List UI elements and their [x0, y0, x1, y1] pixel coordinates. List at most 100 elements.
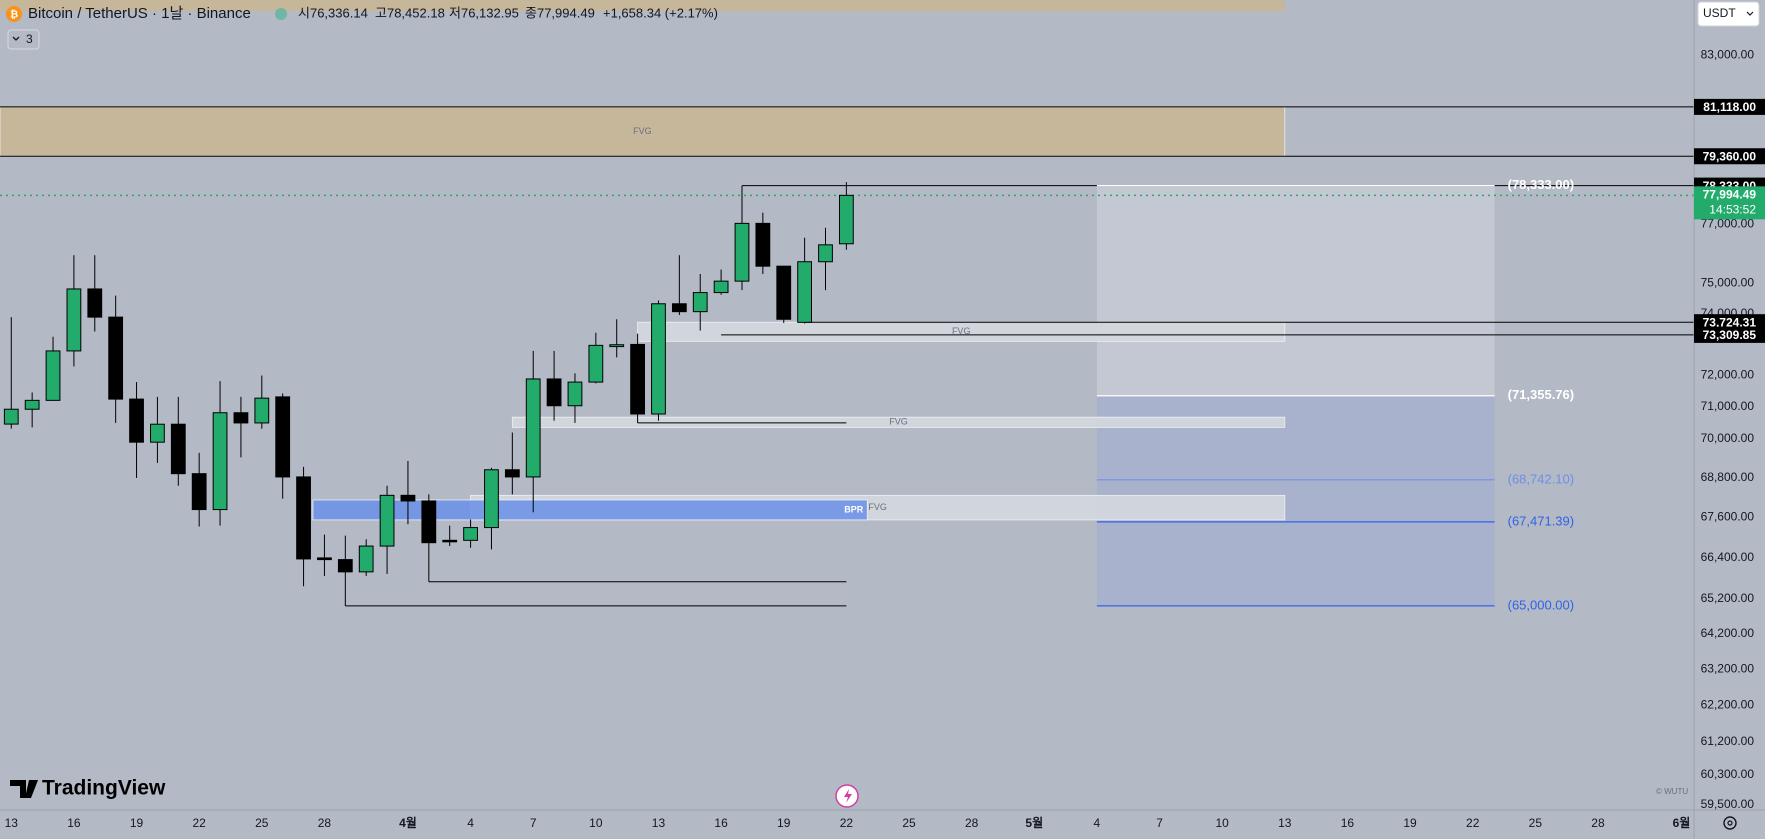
zone-label: FVG: [952, 326, 971, 336]
x-tick-label: 5월: [1025, 815, 1043, 830]
candle-body: [755, 222, 771, 267]
candle-body: [317, 557, 332, 561]
countdown-label: 14:53:52: [1709, 203, 1756, 217]
x-tick-label: 22: [840, 816, 854, 830]
candle-body: [254, 397, 270, 424]
y-tick-label: 77,000.00: [1701, 216, 1755, 230]
candle-body: [87, 288, 103, 318]
x-tick-label: 13: [652, 816, 666, 830]
price-tag: [1694, 326, 1765, 343]
candle-body: [734, 222, 750, 282]
x-tick-label: 25: [255, 816, 269, 830]
y-tick-label: 67,600.00: [1701, 510, 1755, 524]
x-tick-label: 10: [589, 816, 603, 830]
price-tag-label: 73,309.85: [1703, 328, 1757, 342]
indicator-toggle[interactable]: [7, 29, 40, 50]
candle-body: [212, 412, 228, 511]
zone: [0, 106, 1286, 157]
candle-body: [66, 288, 82, 352]
y-tick-label: 70,000.00: [1701, 431, 1755, 445]
x-tick-label: 13: [5, 816, 19, 830]
ohlc-change: +1,658.34 (+2.17%): [603, 5, 718, 20]
candle-body: [713, 280, 729, 294]
x-tick-label: 4: [1094, 816, 1101, 830]
x-tick-label: 16: [714, 816, 728, 830]
projection-label: (71,355.76): [1508, 387, 1575, 402]
zone-label: BPR: [844, 504, 864, 514]
y-tick-label: 61,200.00: [1701, 734, 1755, 748]
candle-body: [170, 423, 186, 475]
x-tick-label: 22: [1466, 816, 1480, 830]
y-tick-label: 62,200.00: [1701, 697, 1755, 711]
candle-body: [24, 399, 40, 410]
axes: 83,000.0077,000.0075,000.0074,000.0072,0…: [5, 47, 1765, 830]
plot-area: FVG FVG FVG FVG BPR (78,333.00) (71,355.76) (68…: [0, 0, 1694, 612]
candle-body: [651, 303, 666, 415]
candle-body: [797, 261, 813, 323]
candle-body: [818, 244, 833, 263]
current-price-tag: [1694, 186, 1765, 220]
x-tick-label: 28: [318, 816, 332, 830]
zone-label: FVG: [633, 126, 652, 136]
coin-icon: [6, 6, 22, 22]
candle-body: [838, 194, 854, 245]
x-tick-label: 10: [1215, 816, 1229, 830]
x-tick-label: 7: [1156, 816, 1163, 830]
alert-bolt: [844, 789, 852, 803]
currency-dropdown[interactable]: [1697, 1, 1760, 27]
candle-body: [484, 469, 499, 529]
x-tick-label: 16: [67, 816, 81, 830]
x-tick-label: 6월: [1673, 815, 1691, 830]
candle-body: [3, 408, 19, 425]
projection-label: (78,333.00): [1508, 177, 1575, 192]
candle-body: [275, 396, 291, 478]
x-tick-label: 19: [1403, 816, 1417, 830]
zone: [0, 0, 1285, 12]
candle-body: [442, 539, 458, 543]
candle-body: [379, 494, 395, 547]
chevron: [12, 36, 20, 41]
candle-body: [588, 344, 604, 383]
currency-label: USDT: [1703, 6, 1736, 20]
credit: © WUTU: [1656, 787, 1688, 796]
candle-body: [567, 381, 583, 407]
price-tag-label: 81,118.00: [1703, 100, 1756, 114]
candle-body: [609, 344, 625, 348]
price-tag: [1694, 148, 1765, 165]
candle-body: [400, 494, 416, 502]
zone-label: FVG: [868, 502, 887, 512]
ohlc-low: 저76,132.95: [449, 5, 519, 20]
price-tag-label: 73,724.31: [1703, 315, 1757, 329]
indicator-count: 3: [26, 32, 33, 46]
candle-body: [504, 469, 520, 478]
x-tick-label: 7: [530, 816, 537, 830]
ohlc-high: 고78,452.18: [375, 5, 445, 20]
candle-body: [671, 303, 687, 313]
zone: [1096, 185, 1495, 396]
x-tick-label: 13: [1278, 816, 1292, 830]
candle-body: [129, 398, 144, 443]
x-tick-label: 19: [777, 816, 791, 830]
candle-body: [45, 350, 61, 401]
x-tick-label: 25: [902, 816, 916, 830]
candle-body: [337, 559, 353, 573]
x-tick-label: 25: [1529, 816, 1543, 830]
y-tick-label: 66,400.00: [1701, 550, 1755, 564]
tv-logo: [10, 780, 38, 798]
candle-body: [233, 412, 249, 424]
candle-body: [191, 473, 207, 511]
status-dot: [275, 8, 287, 20]
candle-body: [358, 545, 374, 573]
x-tick-label: 16: [1341, 816, 1355, 830]
projection-label: (68,742.10): [1508, 471, 1575, 486]
y-tick-label: 72,000.00: [1701, 368, 1755, 382]
y-tick-label: 60,300.00: [1701, 767, 1755, 781]
candle-body: [296, 476, 311, 560]
projection-label: (65,000.00): [1508, 597, 1575, 612]
settings-icon[interactable]: [1723, 816, 1737, 830]
candle-body: [421, 500, 437, 544]
settings-icon-core: [1727, 820, 1733, 826]
x-tick-label: 22: [192, 816, 206, 830]
